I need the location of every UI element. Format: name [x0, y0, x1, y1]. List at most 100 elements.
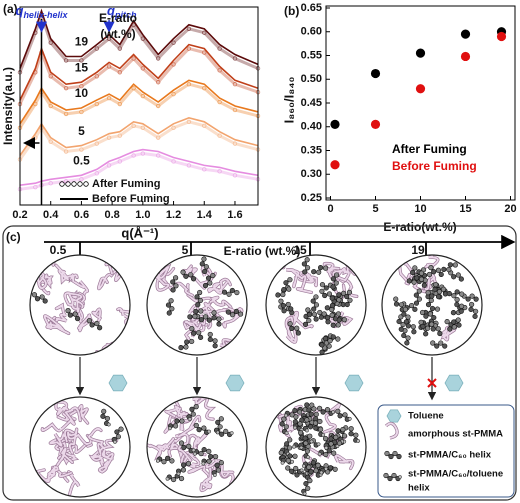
helix-ball — [280, 460, 285, 465]
chain — [41, 407, 82, 432]
helix-ball — [307, 478, 313, 484]
helix-ball — [435, 294, 442, 300]
helix-ball — [398, 302, 405, 308]
after-fuming-point — [106, 163, 112, 168]
scene — [147, 397, 247, 497]
after-fuming-point — [79, 177, 84, 182]
helix — [175, 461, 192, 476]
helix-ball — [203, 264, 209, 270]
helix-ball — [186, 443, 192, 449]
helix-ball — [67, 312, 73, 318]
helix-ball — [201, 447, 207, 453]
helix — [384, 450, 402, 460]
helix-ball — [302, 435, 308, 441]
y-tick-label: 0.30 — [301, 168, 322, 180]
after-fuming-point — [63, 85, 69, 91]
helix-ball — [305, 428, 309, 433]
helix — [100, 408, 111, 427]
data-point — [415, 84, 426, 94]
helix-ball — [435, 326, 441, 332]
helix-ball — [336, 297, 342, 303]
helix-ball — [179, 418, 185, 424]
helix-ball — [333, 434, 339, 440]
helix-ball — [433, 282, 439, 288]
after-fuming-point — [94, 171, 99, 176]
after-fuming-point — [171, 40, 176, 45]
helix-ball — [431, 269, 437, 275]
helix-ball — [302, 321, 309, 327]
x-tick-label: 15 — [459, 203, 471, 215]
helix-ball — [39, 294, 45, 300]
helix-ball — [292, 453, 298, 459]
helix-ball — [305, 485, 311, 491]
helix — [280, 453, 298, 465]
curve-label: 0.5 — [73, 153, 90, 167]
helix — [221, 287, 240, 297]
helix-ball — [429, 321, 435, 327]
helix — [194, 289, 203, 308]
after-fuming-point — [94, 141, 99, 146]
helix-ball — [446, 290, 452, 297]
helix-ball — [176, 471, 181, 476]
chain — [222, 307, 243, 328]
helix-ball — [307, 433, 313, 439]
legend-symbol — [59, 181, 65, 187]
helix-ball — [430, 326, 436, 332]
helix-ball — [396, 318, 402, 325]
helix-ball — [331, 450, 337, 456]
helix-ball — [193, 422, 199, 429]
helix-ball — [205, 275, 212, 281]
helix-ball — [305, 307, 311, 313]
helix — [319, 282, 337, 292]
helix-ball — [344, 293, 350, 300]
helix-ball — [113, 439, 117, 444]
helix-ball — [333, 280, 339, 286]
helix-ball — [313, 411, 319, 417]
after-fuming-point — [79, 83, 84, 89]
after-fuming-point — [155, 135, 161, 140]
helix-ball — [410, 269, 416, 276]
helix-ball — [323, 463, 329, 469]
helix-ball — [317, 405, 323, 412]
y-tick-label: 0.60 — [301, 26, 322, 38]
helix-ball — [280, 302, 287, 309]
after-fuming-point — [94, 46, 99, 51]
helix-ball — [212, 338, 218, 344]
after-fuming-point — [63, 111, 69, 117]
scene-border — [29, 396, 131, 498]
helix-ball — [165, 455, 171, 461]
after-fuming-point — [186, 82, 192, 87]
after-fuming-point — [48, 103, 53, 109]
chain — [88, 427, 118, 455]
helix-ball — [217, 424, 223, 430]
helix-ball — [333, 272, 340, 278]
helix-ball — [329, 295, 335, 301]
helix-ball — [289, 412, 295, 418]
helix-ball — [384, 450, 390, 457]
helix — [178, 338, 195, 351]
helix-ball — [432, 286, 438, 293]
helix-ball — [218, 460, 224, 466]
after-fuming-point — [202, 123, 207, 128]
x-tick-label: 20 — [504, 203, 516, 215]
helix-ball — [287, 277, 293, 283]
legend-symbol — [77, 181, 83, 187]
after-fuming-point — [202, 30, 207, 35]
helix-ball — [237, 311, 244, 317]
after-fuming-point — [171, 159, 176, 164]
helix-ball — [313, 468, 319, 474]
helix — [312, 420, 326, 437]
helix-ball — [292, 419, 298, 425]
helix-ball — [401, 311, 407, 317]
helix-ball — [342, 412, 348, 418]
helix-ball — [114, 429, 120, 435]
helix-ball — [452, 262, 458, 268]
helix-ball — [321, 311, 327, 317]
helix-ball — [207, 331, 213, 338]
helix-ball — [34, 296, 41, 302]
helix-ball — [101, 408, 107, 414]
helix — [317, 448, 337, 458]
data-point — [415, 48, 426, 58]
helix-ball — [313, 302, 320, 308]
helix-ball — [437, 330, 443, 337]
